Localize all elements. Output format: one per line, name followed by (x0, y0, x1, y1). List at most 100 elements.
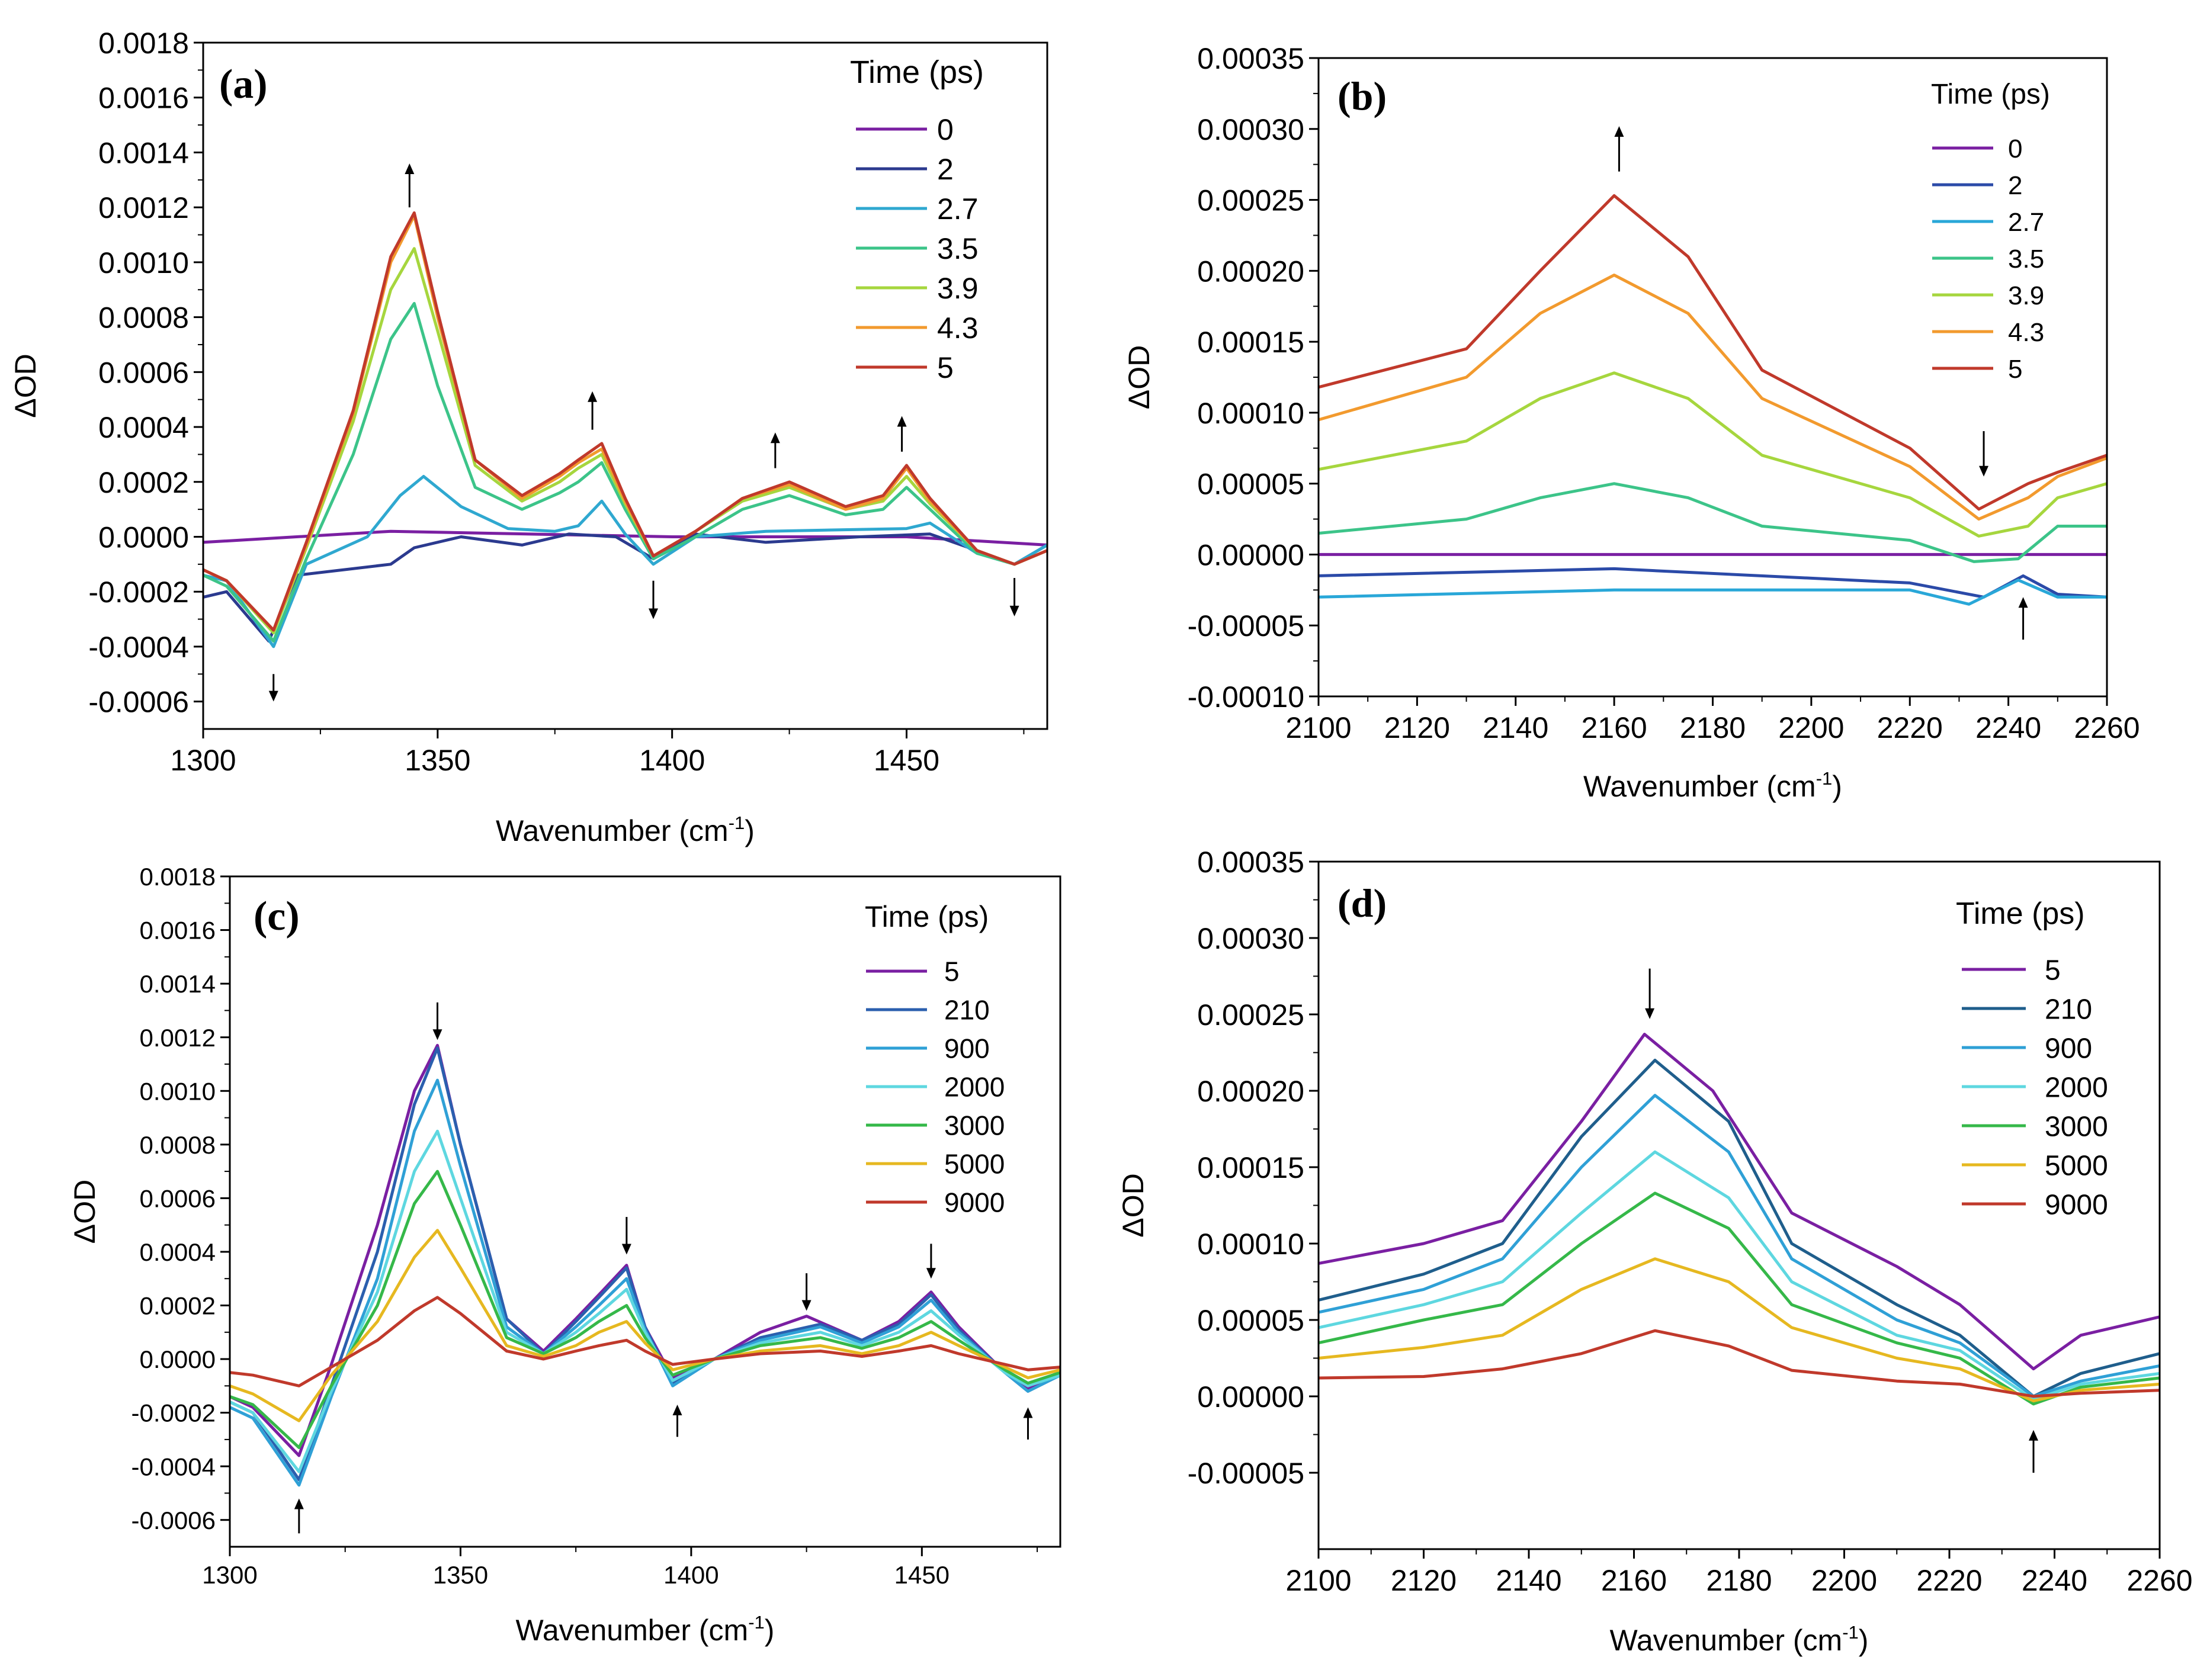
y-tick-label: 0.00015 (1197, 326, 1304, 359)
x-tick-label: 2220 (1877, 711, 1943, 744)
series-line-a-5 (203, 211, 1047, 632)
series-line-c-210 (230, 1046, 1060, 1482)
chart-panel-d: 2100 2120 2140 2160 2180 2200 2220 2240 2260 0.00… (1117, 846, 2193, 1657)
trend-arrow-head (1979, 465, 1989, 477)
legend-entry-900: 900 (944, 1033, 990, 1064)
x-axis-label-main: Wavenumber (cm (1610, 1624, 1843, 1657)
legend-title: Time (ps) (1931, 79, 2050, 110)
y-tick-label: 0.0004 (98, 411, 189, 444)
x-tick-label: 2200 (1811, 1564, 1877, 1597)
panel-label: (b) (1337, 73, 1387, 118)
legend-entry-5000: 5000 (944, 1149, 1005, 1180)
legend-entry-5: 5 (937, 351, 954, 384)
trend-arrow (926, 1244, 936, 1279)
trend-arrow-head (1023, 1407, 1033, 1418)
trend-arrow (294, 1498, 304, 1534)
trend-arrow-head (2018, 597, 2028, 608)
trend-arrow (801, 1273, 811, 1311)
x-tick-label: 2120 (1384, 711, 1450, 744)
y-tick-label: -0.0002 (88, 576, 189, 609)
series-line-b-5 (1319, 194, 2107, 511)
y-axis-label: ΔOD (1117, 1173, 1150, 1237)
y-tick-label: -0.00005 (1188, 1457, 1304, 1490)
trend-arrow-head (649, 608, 658, 619)
y-tick-label: -0.00005 (1188, 609, 1304, 643)
legend: Time (ps) 5 210 900 2000 3000 5000 9000 (1956, 897, 2108, 1220)
x-tick-label: 2200 (1778, 711, 1844, 744)
x-tick-label: 2180 (1680, 711, 1746, 744)
x-tick-label: 2100 (1285, 711, 1351, 744)
x-tick-label: 2160 (1582, 711, 1647, 744)
x-tick-label: 2260 (2074, 711, 2140, 744)
y-tick-label: 0.00020 (1197, 255, 1304, 288)
trend-arrow-head (1645, 1008, 1655, 1019)
legend-entry-4.3: 4.3 (2008, 318, 2044, 347)
y-tick-label: 0.0002 (98, 466, 189, 499)
series-line-d-210 (1319, 1058, 2160, 1398)
series-line-d-5 (1319, 1033, 2160, 1371)
legend-entry-9000: 9000 (2045, 1189, 2108, 1220)
trend-arrow (1645, 968, 1655, 1019)
trend-arrow (897, 416, 907, 452)
trend-arrow-head (926, 1268, 936, 1279)
series-line-c-5000 (230, 1229, 1060, 1422)
x-axis-label-close: ) (765, 1614, 775, 1647)
y-tick-label: 0.0014 (98, 136, 189, 169)
y-tick-label: -0.0004 (88, 631, 189, 664)
x-axis-label-main: Wavenumber (cm (1583, 770, 1816, 803)
y-tick-label: 0.0016 (140, 917, 216, 945)
x-tick-label: 2220 (1916, 1564, 1982, 1597)
series-line-b-3.5 (1319, 482, 2107, 563)
y-tick-label: 0.00030 (1197, 113, 1304, 146)
legend-entry-3000: 3000 (944, 1110, 1005, 1141)
y-tick-label: 0.0002 (140, 1292, 216, 1320)
trend-arrow-head (801, 1300, 811, 1311)
trend-arrow (2018, 597, 2028, 640)
y-tick-label: 0.0012 (140, 1024, 216, 1052)
series-line-b-2.7 (1319, 579, 2107, 606)
series-line-a-2 (203, 532, 1047, 643)
y-tick-label: 0.0010 (140, 1077, 216, 1105)
trend-arrow-head (1009, 605, 1019, 616)
series-line-c-900 (230, 1078, 1060, 1487)
series-line-a-2.7 (203, 475, 1047, 648)
trend-arrow (1979, 431, 1989, 477)
trend-arrow-head (897, 416, 907, 427)
series-line-d-900 (1319, 1094, 2160, 1398)
legend-entry-0: 0 (2008, 134, 2022, 163)
series-group (1319, 1033, 2160, 1406)
x-axis-label-close: ) (745, 814, 755, 847)
series-line-a-3.9 (203, 247, 1047, 635)
trend-arrow-head (405, 163, 415, 174)
legend-entry-2.7: 2.7 (2008, 208, 2044, 237)
legend-entry-2000: 2000 (2045, 1072, 2108, 1103)
x-axis-label: Wavenumber (cm-1) (516, 1612, 775, 1647)
trend-arrow-head (1614, 126, 1624, 137)
y-tick-label: -0.0006 (88, 686, 189, 719)
y-tick-label: -0.0006 (131, 1506, 216, 1534)
y-tick-label: 0.00000 (1197, 538, 1304, 571)
legend-entry-900: 900 (2045, 1033, 2092, 1064)
y-tick-label: 0.00020 (1197, 1075, 1304, 1108)
trend-arrow (405, 163, 415, 208)
trend-arrow-head (294, 1498, 304, 1509)
y-axis-label: ΔOD (9, 354, 42, 417)
trend-arrow (2029, 1430, 2038, 1473)
legend-entry-2000: 2000 (944, 1072, 1005, 1103)
x-axis-label: Wavenumber (cm-1) (1583, 768, 1842, 803)
x-tick-label: 1450 (874, 744, 939, 777)
y-tick-label: 0.0010 (98, 246, 189, 280)
x-tick-label: 1400 (663, 1561, 719, 1589)
series-group (230, 1043, 1060, 1487)
trend-arrow-head (588, 391, 598, 402)
trend-arrow (649, 580, 658, 619)
trend-arrow-head (2029, 1430, 2038, 1441)
legend: Time (ps) 0 2 2.7 3.5 3.9 4.3 5 (850, 54, 984, 384)
trend-arrow (1009, 578, 1019, 616)
legend-entry-3000: 3000 (2045, 1111, 2108, 1142)
x-tick-label: 2160 (1601, 1564, 1667, 1597)
series-line-d-2000 (1319, 1150, 2160, 1401)
trend-arrow (621, 1217, 631, 1255)
series-group (1319, 194, 2107, 606)
